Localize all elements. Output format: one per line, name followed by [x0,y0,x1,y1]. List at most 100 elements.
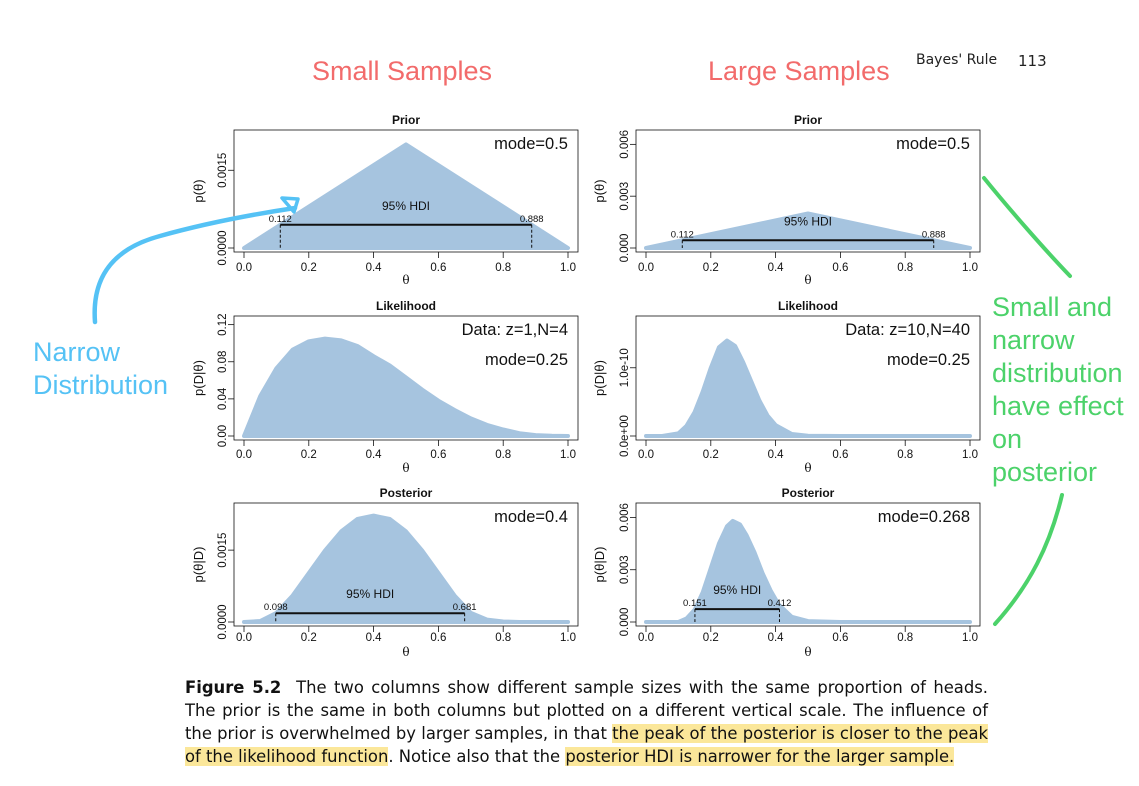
y-tick-label: 0.000 [619,234,631,263]
annotation-line: on [992,424,1023,454]
x-tick-label: 0.8 [897,262,913,274]
y-axis-label: p(θ) [592,179,607,202]
y-tick-label: 0.0015 [217,533,229,568]
annotation-arrow-left [92,205,298,325]
panel-frame-prior-small [233,129,579,253]
annotation-line: Small and [992,292,1113,322]
annotation-line: have effect [992,391,1124,421]
x-tick-label: 0.0 [638,632,654,644]
panel-frame-posterior-large [635,502,981,627]
x-tick-label: 1.0 [962,632,978,644]
x-tick-label: 0.6 [430,262,446,274]
panel-title: Likelihood [778,299,838,313]
annotation-narrow-distribution: Narrow Distribution [33,336,168,402]
running-header: Bayes' Rule [916,52,998,68]
x-tick-label: 1.0 [560,632,576,644]
x-tick-label: 0.8 [495,632,511,644]
y-axis-label: p(D|θ) [191,360,206,396]
x-tick-label: 0.2 [703,262,719,274]
x-tick-label: 0.4 [768,632,785,644]
density-area-likelihood-large [644,338,972,438]
x-tick-label: 0.0 [638,449,654,461]
hdi-label: 95% HDI [346,587,394,601]
y-tick-label: 0.00 [217,425,229,447]
x-tick-label: 0.0 [236,632,252,644]
x-tick-label: 0.6 [832,262,848,274]
annotation-line: distribution [992,358,1123,388]
annotation-line-right-top [982,176,1072,278]
panel-frame-posterior-small [233,502,579,627]
x-tick-label: 1.0 [962,262,978,274]
y-tick-label: 1.0e-10 [619,348,631,387]
hdi-label: 95% HDI [382,199,430,213]
figure-caption: Figure 5.2 The two columns show differen… [185,676,988,768]
y-tick-label: 0.0e+00 [619,415,631,457]
density-area-posterior-small [242,513,570,624]
panel-title: Prior [392,113,420,127]
panel-annotation: mode=0.268 [878,508,970,526]
x-tick-label: 0.4 [768,449,785,461]
x-tick-label: 0.0 [638,262,654,274]
caption-label: Figure 5.2 [185,678,282,697]
x-tick-label: 0.2 [703,632,719,644]
x-tick-label: 0.2 [301,449,317,461]
hdi-high-label: 0.888 [922,229,946,240]
annotation-line: posterior [992,457,1098,487]
x-tick-label: 1.0 [962,449,978,461]
annotation-line: narrow [992,325,1075,355]
x-tick-label: 0.2 [301,632,317,644]
x-tick-label: 0.8 [495,262,511,274]
y-tick-label: 0.006 [619,503,631,532]
panel-frame-likelihood-small [233,315,579,441]
panel-annotation: mode=0.4 [494,508,568,526]
x-tick-label: 0.8 [495,449,511,461]
annotation-effect-on-posterior: Small and narrow distribution have effect on… [992,291,1124,489]
x-tick-label: 0.0 [236,262,252,274]
x-axis-label: θ [402,645,409,659]
x-tick-label: 0.4 [366,632,383,644]
caption-text-2: . Notice also that the [388,747,566,766]
page-number: 113 [1018,52,1047,70]
y-tick-label: 0.0015 [217,153,229,188]
panel-annotation: mode=0.5 [494,135,568,153]
x-tick-label: 0.6 [832,449,848,461]
y-tick-label: 0.12 [217,313,229,335]
hdi-low-label: 0.112 [671,229,694,240]
x-tick-label: 0.6 [832,632,848,644]
hdi-high-label: 0.888 [520,214,544,225]
hdi-label: 95% HDI [784,214,832,228]
y-tick-label: 0.04 [217,387,229,410]
column-title-large-samples: Large Samples [708,56,890,86]
y-tick-label: 0.000 [619,608,631,637]
hdi-low-label: 0.098 [264,602,288,613]
panel-title: Posterior [782,486,835,500]
density-area-prior-small [242,142,570,250]
annotation-line: Narrow [33,337,121,367]
column-title-small-samples: Small Samples [312,56,493,86]
panel-annotation: Data: z=10,N=40 [845,321,970,339]
hdi-high-label: 0.681 [453,602,477,613]
x-tick-label: 0.6 [430,632,446,644]
panel-frame-likelihood-large [635,315,981,441]
hdi-label: 95% HDI [713,583,761,597]
x-tick-label: 0.4 [768,262,785,274]
y-axis-label: p(D|θ) [592,360,607,396]
x-axis-label: θ [804,645,811,659]
x-tick-label: 0.4 [366,449,383,461]
panel-annotation: Data: z=1,N=4 [462,321,568,339]
x-axis-label: θ [402,461,409,475]
x-tick-label: 0.0 [236,449,252,461]
hdi-high-label: 0.412 [768,598,792,609]
density-area-posterior-large [644,518,972,624]
panel-annotation: mode=0.25 [485,351,568,369]
panel-annotation: mode=0.25 [887,351,970,369]
caption-text-1: The two columns show different sample si… [185,678,989,743]
y-tick-label: 0.0000 [217,604,229,639]
y-axis-label: p(θ|D) [191,547,206,583]
x-tick-label: 0.2 [301,262,317,274]
x-tick-label: 0.6 [430,449,446,461]
x-axis-label: θ [804,461,811,475]
y-tick-label: 0.006 [619,130,631,159]
x-tick-label: 1.0 [560,262,576,274]
